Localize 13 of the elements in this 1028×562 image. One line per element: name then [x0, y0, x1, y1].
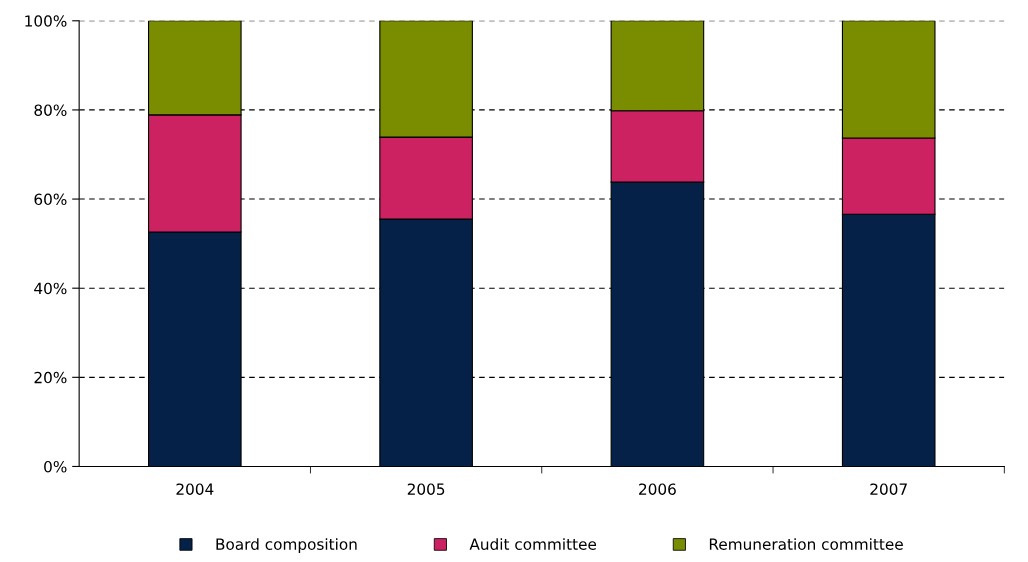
- legend-label: Audit committee: [469, 538, 597, 550]
- x-tick-label: 2004: [176, 483, 214, 495]
- y-tick-label: 0%: [44, 460, 67, 473]
- legend-label: Board composition: [216, 538, 357, 553]
- y-tick-label: 80%: [34, 104, 67, 116]
- x-tick-label: 2006: [639, 483, 676, 495]
- x-tick-label: 2005: [407, 483, 445, 495]
- legend-label: Remuneration committee: [709, 538, 903, 550]
- y-tick-label: 40%: [34, 282, 67, 295]
- y-tick-label: 20%: [34, 371, 67, 384]
- y-tick-label: 60%: [34, 193, 67, 206]
- y-tick-label: 100%: [25, 15, 67, 27]
- x-tick-label: 2007: [870, 483, 907, 495]
